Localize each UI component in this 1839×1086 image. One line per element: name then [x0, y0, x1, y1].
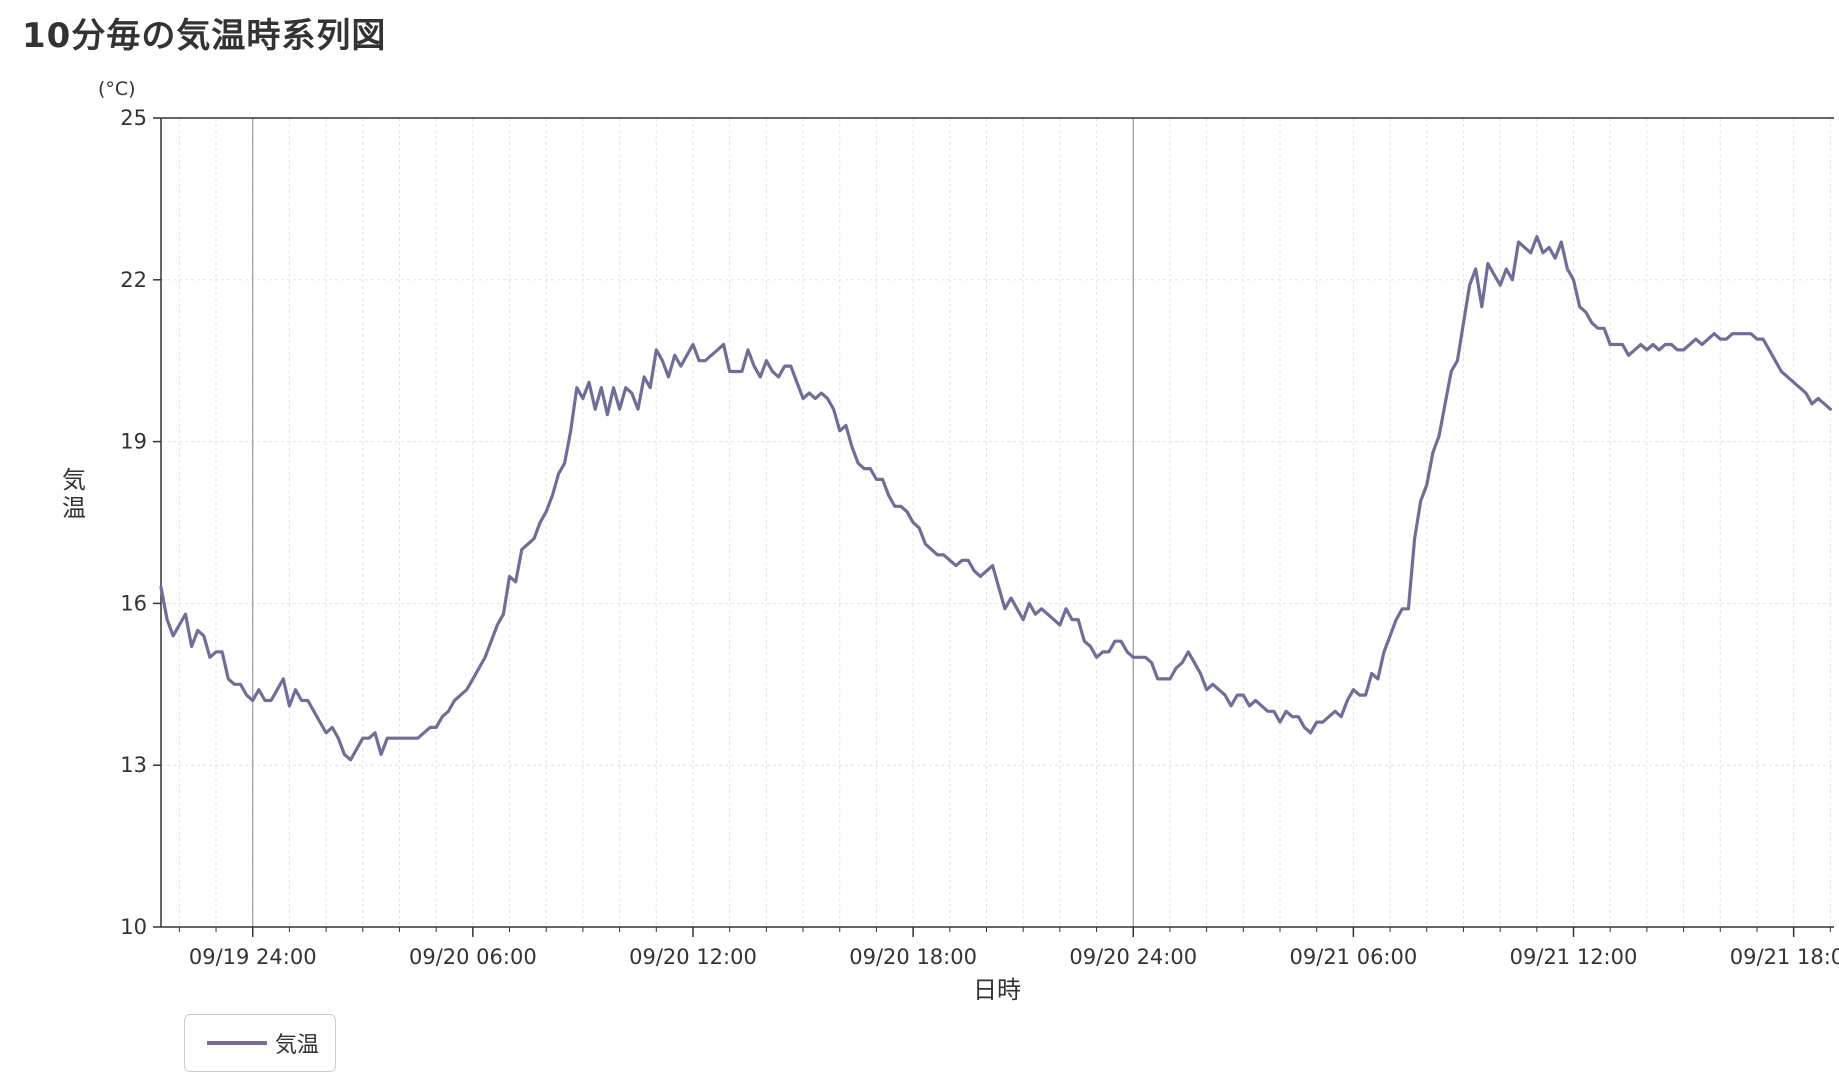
legend-line-swatch: [207, 1041, 267, 1045]
y-tick-label: 16: [120, 591, 147, 615]
x-tick-label: 09/20 24:00: [1069, 945, 1197, 969]
x-tick-label: 09/20 06:00: [409, 945, 537, 969]
y-tick-label: 22: [120, 268, 147, 292]
x-tick-label: 09/21 12:00: [1510, 945, 1638, 969]
y-tick-label: 13: [120, 753, 147, 777]
y-tick-label: 10: [120, 915, 147, 939]
series-layer: [159, 235, 1832, 762]
temperature-series-line: [159, 235, 1832, 762]
x-tick-label: 09/21 18:00: [1730, 945, 1839, 969]
x-axis-title: 日時: [973, 976, 1021, 1004]
y-axis-unit: (°C): [98, 78, 136, 100]
chart-title: 10分毎の気温時系列図: [22, 16, 387, 56]
x-tick-label: 09/21 06:00: [1290, 945, 1418, 969]
legend[interactable]: 気温: [184, 1014, 336, 1072]
y-axis-title: 気温: [62, 466, 86, 522]
axes: [153, 117, 1834, 937]
tick-labels: 10 13 16 19 22 25 09/19 24:00 09/20 06:00 09/20 …: [120, 106, 1839, 969]
x-tick-label: 09/19 24:00: [189, 945, 317, 969]
x-tick-label: 09/20 12:00: [629, 945, 757, 969]
x-tick-label: 09/20 18:00: [849, 945, 977, 969]
y-tick-label: 19: [120, 430, 147, 454]
y-axis-title-char: 温: [62, 494, 86, 522]
grid-lines: [161, 117, 1834, 928]
y-tick-label: 25: [120, 106, 147, 130]
y-axis-title-char: 気: [62, 466, 86, 494]
legend-label: 気温: [275, 1033, 320, 1058]
